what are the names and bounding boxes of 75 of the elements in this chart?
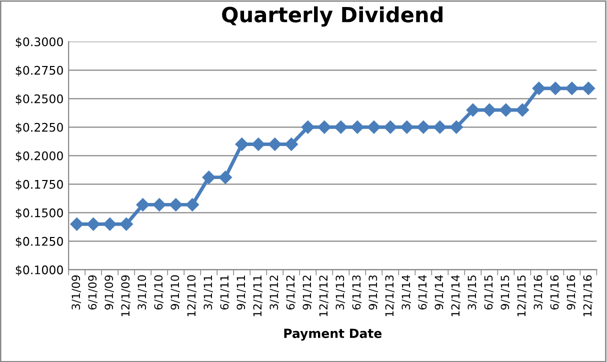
point	[284, 138, 298, 151]
x-tick-label: 3/1/12	[270, 276, 279, 310]
point	[482, 103, 496, 117]
x-tick-label: 6/1/16	[550, 275, 560, 310]
x-tick-label: 6/1/15	[484, 276, 494, 310]
point	[350, 120, 364, 134]
x-tick-label: 6/1/11	[220, 276, 230, 310]
x-tick-label: 9/1/09	[104, 275, 114, 310]
x-tick-label: 12/1/16	[583, 275, 593, 316]
x-tick-label: 9/1/13	[368, 275, 378, 310]
x-tick-label: 3/1/13	[336, 275, 345, 310]
point	[120, 217, 133, 231]
point	[235, 138, 248, 151]
x-tick-label: 12/1/11	[253, 276, 262, 316]
x-axis-title: Payment Date	[284, 328, 382, 341]
point	[86, 217, 100, 231]
point	[516, 103, 530, 117]
y-tick-label: $0.2750	[16, 66, 63, 76]
x-tick-label: 3/1/11	[204, 276, 213, 310]
x-tick-label: 12/1/09	[121, 275, 130, 316]
point	[433, 120, 446, 134]
x-tick-label: 3/1/14	[402, 275, 411, 310]
point	[548, 82, 562, 95]
x-tick-label: 6/1/14	[418, 275, 428, 310]
point	[400, 120, 414, 134]
point	[252, 138, 265, 151]
y-tick-label: $0.1750	[16, 180, 63, 190]
x-tick-label: 6/1/10	[154, 275, 164, 310]
point	[202, 170, 216, 184]
point	[565, 82, 579, 95]
x-tick-label: 3/1/09	[72, 275, 81, 310]
point	[582, 82, 596, 95]
point	[186, 198, 199, 212]
point	[499, 103, 513, 117]
point	[450, 120, 463, 134]
point	[532, 82, 546, 95]
point	[301, 120, 314, 134]
x-tick-label: 6/1/12	[286, 276, 296, 310]
x-tick-label: 12/1/12	[319, 276, 328, 316]
point	[384, 120, 397, 134]
y-tick-label: $0.3000	[16, 37, 63, 48]
point	[218, 170, 232, 184]
point	[367, 120, 380, 134]
x-tick-label: 3/1/10	[138, 275, 147, 310]
point	[103, 217, 116, 231]
x-tick-label: 3/1/15	[468, 276, 478, 310]
y-tick-label: $0.2500	[16, 94, 63, 105]
x-tick-label: 3/1/16	[534, 275, 544, 310]
y-tick-label: $0.1250	[16, 236, 63, 248]
y-tick-label: $0.1500	[16, 208, 63, 219]
point	[152, 198, 166, 212]
x-tick-label: 9/1/14	[434, 275, 444, 310]
x-tick-label: 12/1/15	[517, 276, 527, 316]
x-tick-label: 9/1/11	[236, 276, 246, 310]
point	[318, 120, 331, 134]
y-tick-label: $0.2250	[16, 122, 63, 134]
point	[169, 198, 182, 212]
y-tick-label: $0.1000	[16, 265, 63, 276]
point	[136, 198, 150, 212]
x-tick-label: 9/1/10	[170, 275, 180, 310]
point	[416, 120, 430, 134]
x-tick-label: 9/1/12	[302, 276, 312, 310]
x-tick-label: 12/1/14	[451, 275, 461, 316]
x-tick-label: 9/1/16	[566, 275, 576, 310]
point	[466, 103, 480, 117]
point	[268, 138, 282, 151]
x-tick-label: 6/1/09	[88, 275, 98, 310]
point	[70, 217, 84, 231]
x-tick-label: 12/1/10	[187, 275, 196, 316]
x-tick-label: 12/1/13	[385, 275, 394, 316]
point	[334, 120, 348, 134]
x-tick-label: 9/1/15	[500, 276, 510, 310]
y-tick-label: $0.2000	[16, 151, 63, 162]
x-tick-label: 6/1/13	[352, 275, 362, 310]
chart-title: Quarterly Dividend	[222, 6, 442, 27]
